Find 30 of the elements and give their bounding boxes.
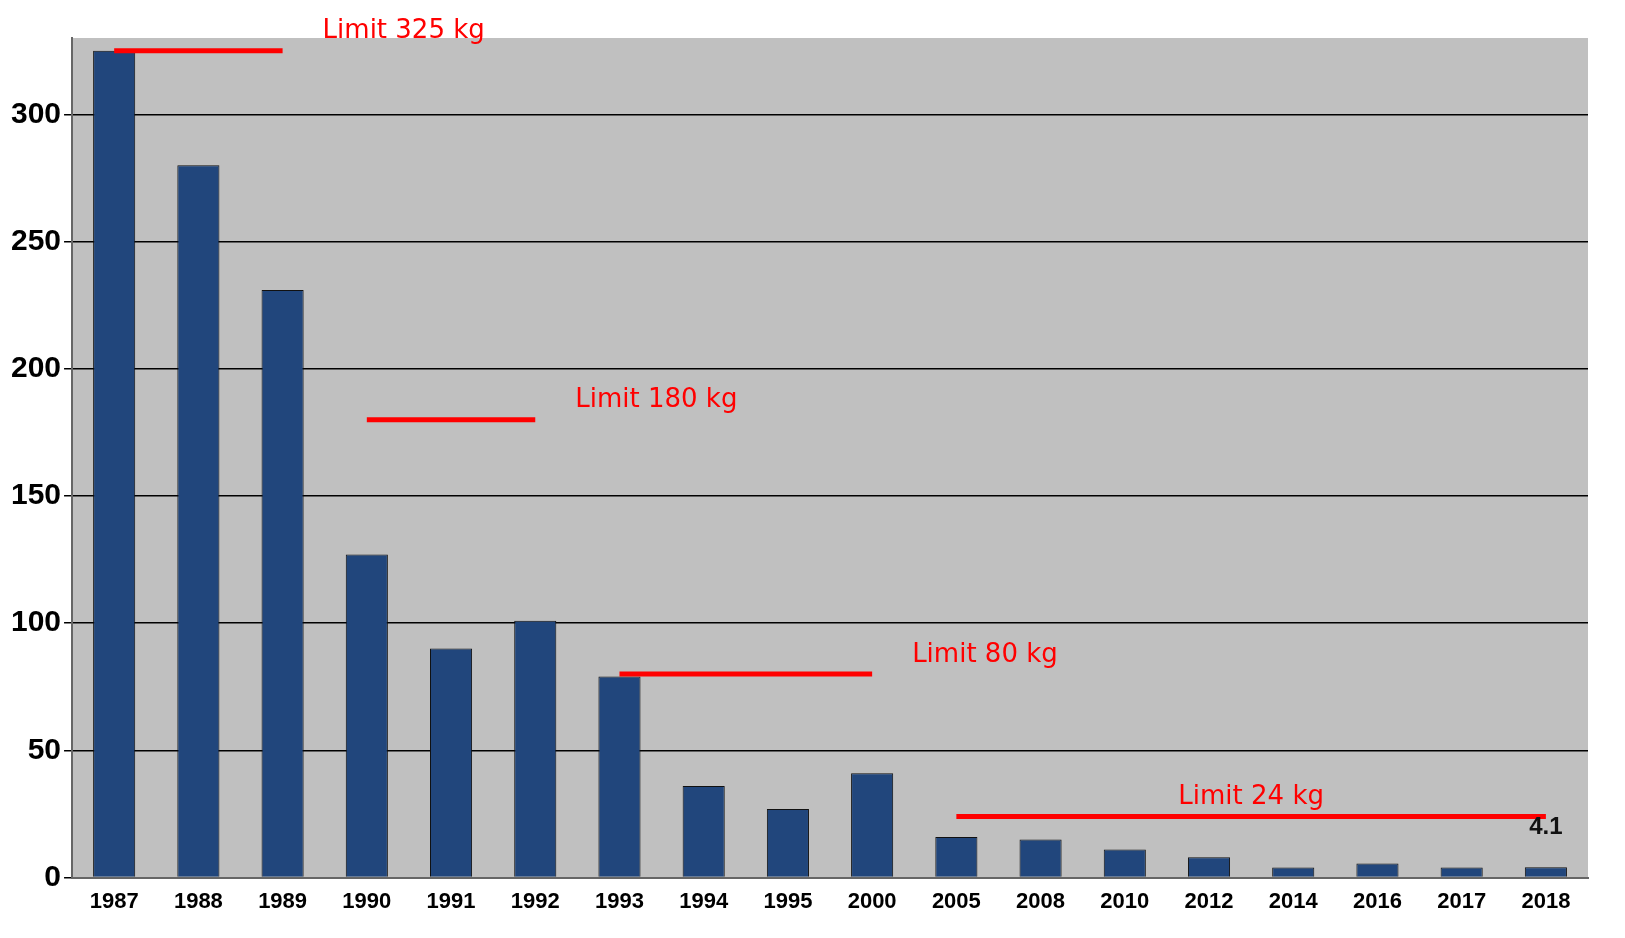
x-tick-label: 1988 [173,887,223,913]
x-tick-label: 2018 [1521,887,1571,913]
series-label: Limit 325 kg [322,14,485,45]
y-tick-label: 300 [10,95,62,129]
x-tick-label: 2014 [1268,887,1319,913]
x-tick-label: 2008 [1016,887,1066,913]
y-tick-label: 0 [44,858,62,892]
x-tick-label: 2005 [931,887,981,913]
x-tick-label: 1991 [426,887,476,913]
x-tick-label: 2017 [1437,887,1487,913]
x-tick-label: 1994 [679,887,729,913]
y-tick-label: 250 [10,222,62,256]
y-tick-label: 150 [10,477,62,511]
x-tick-label: 1992 [510,887,560,913]
x-tick-label: 2000 [847,887,897,913]
x-tick-label: 2010 [1100,887,1150,913]
x-tick-label: 1995 [763,887,813,913]
series-label: Limit 80 kg [912,637,1058,668]
series-label: Limit 180 kg [575,383,738,414]
data-label: 4.1 [1529,811,1563,839]
x-tick-label: 2012 [1184,887,1234,913]
x-tick-label: 1987 [89,887,139,913]
x-tick-label: 1989 [258,887,308,913]
x-tick-label: 1993 [595,887,644,913]
y-tick-label: 200 [10,350,62,384]
series-label: Limit 24 kg [1178,780,1324,811]
y-tick-label: 100 [10,604,62,638]
x-tick-label: 2016 [1352,887,1402,913]
x-tick-label: 1990 [342,887,392,913]
y-tick-label: 50 [27,731,62,765]
